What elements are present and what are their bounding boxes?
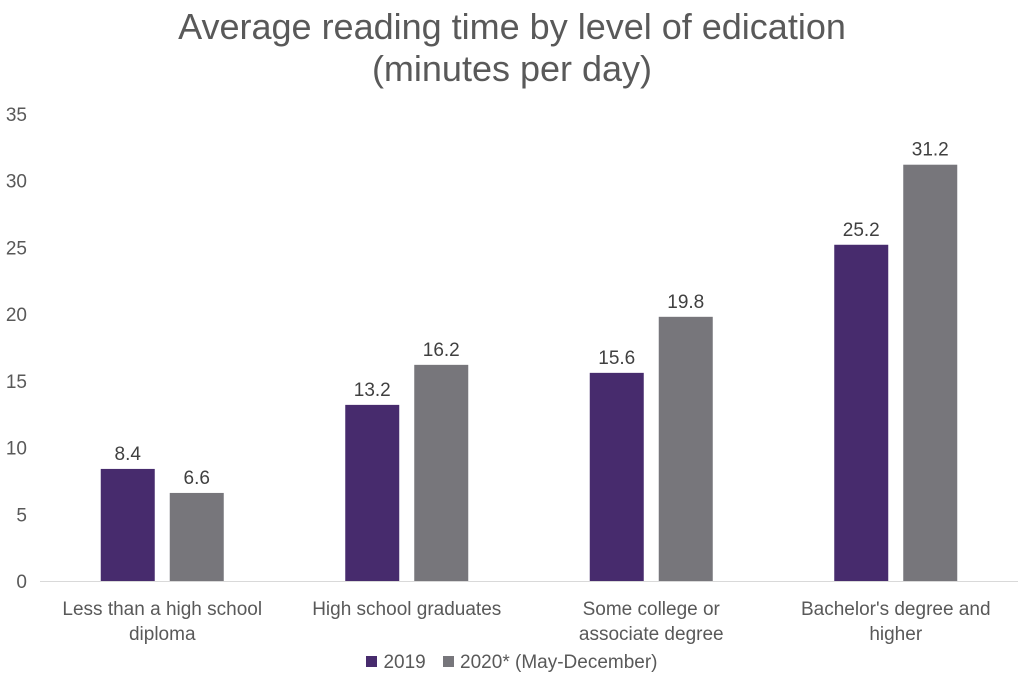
x-tick-label: Some college or (583, 599, 721, 620)
x-tick-label: higher (869, 624, 922, 645)
bars (100, 164, 958, 581)
chart-title: Average reading time by level of edicati… (0, 6, 1024, 90)
y-tick-label: 35 (6, 105, 27, 126)
legend-item-2020: 2020* (May-December) (443, 652, 658, 674)
data-label: 13.2 (354, 380, 391, 401)
bar-2019-3 (834, 244, 889, 581)
bar-2020-2 (658, 316, 713, 581)
data-label: 15.6 (598, 348, 635, 369)
x-tick-label: High school graduates (312, 599, 501, 620)
data-labels: 8.4 6.6 13.2 16.2 15.6 19.8 25.2 31.2 (115, 140, 949, 489)
x-tick-label: diploma (129, 624, 196, 645)
y-axis: 0 5 10 15 20 25 30 35 (6, 105, 27, 593)
y-tick-label: 15 (6, 372, 27, 393)
chart-title-line-1: Average reading time by level of edicati… (178, 6, 846, 47)
y-tick-label: 30 (6, 172, 27, 193)
x-tick-label: associate degree (579, 624, 724, 645)
bar-2020-1 (414, 364, 469, 581)
bar-2019-2 (589, 372, 644, 581)
bar-2020-3 (903, 164, 958, 581)
x-tick-label: Less than a high school (62, 599, 262, 620)
x-tick-label: Bachelor's degree and (801, 599, 991, 620)
y-tick-label: 5 (16, 505, 27, 526)
x-axis: Less than a high school diploma High schoo… (40, 581, 1018, 645)
data-label: 8.4 (115, 444, 142, 465)
data-label: 25.2 (843, 220, 880, 241)
y-tick-label: 10 (6, 439, 27, 460)
y-tick-label: 25 (6, 238, 27, 259)
legend-swatch-2019 (366, 656, 378, 667)
data-label: 19.8 (667, 292, 704, 313)
y-tick-label: 20 (6, 305, 27, 326)
legend-swatch-2020 (443, 656, 455, 667)
legend: 2019 2020* (May-December) (0, 652, 1024, 674)
y-tick-label: 0 (16, 572, 27, 593)
data-label: 16.2 (423, 340, 460, 361)
chart-title-line-2: (minutes per day) (371, 48, 653, 89)
legend-item-2019: 2019 (366, 652, 426, 674)
legend-label-2020: 2020* (May-December) (460, 652, 658, 673)
bar-2019-0 (100, 468, 155, 581)
bar-2020-0 (169, 492, 224, 581)
data-label: 6.6 (184, 468, 210, 489)
legend-label-2019: 2019 (383, 652, 426, 673)
data-label: 31.2 (912, 140, 949, 161)
bar-2019-1 (345, 404, 400, 581)
